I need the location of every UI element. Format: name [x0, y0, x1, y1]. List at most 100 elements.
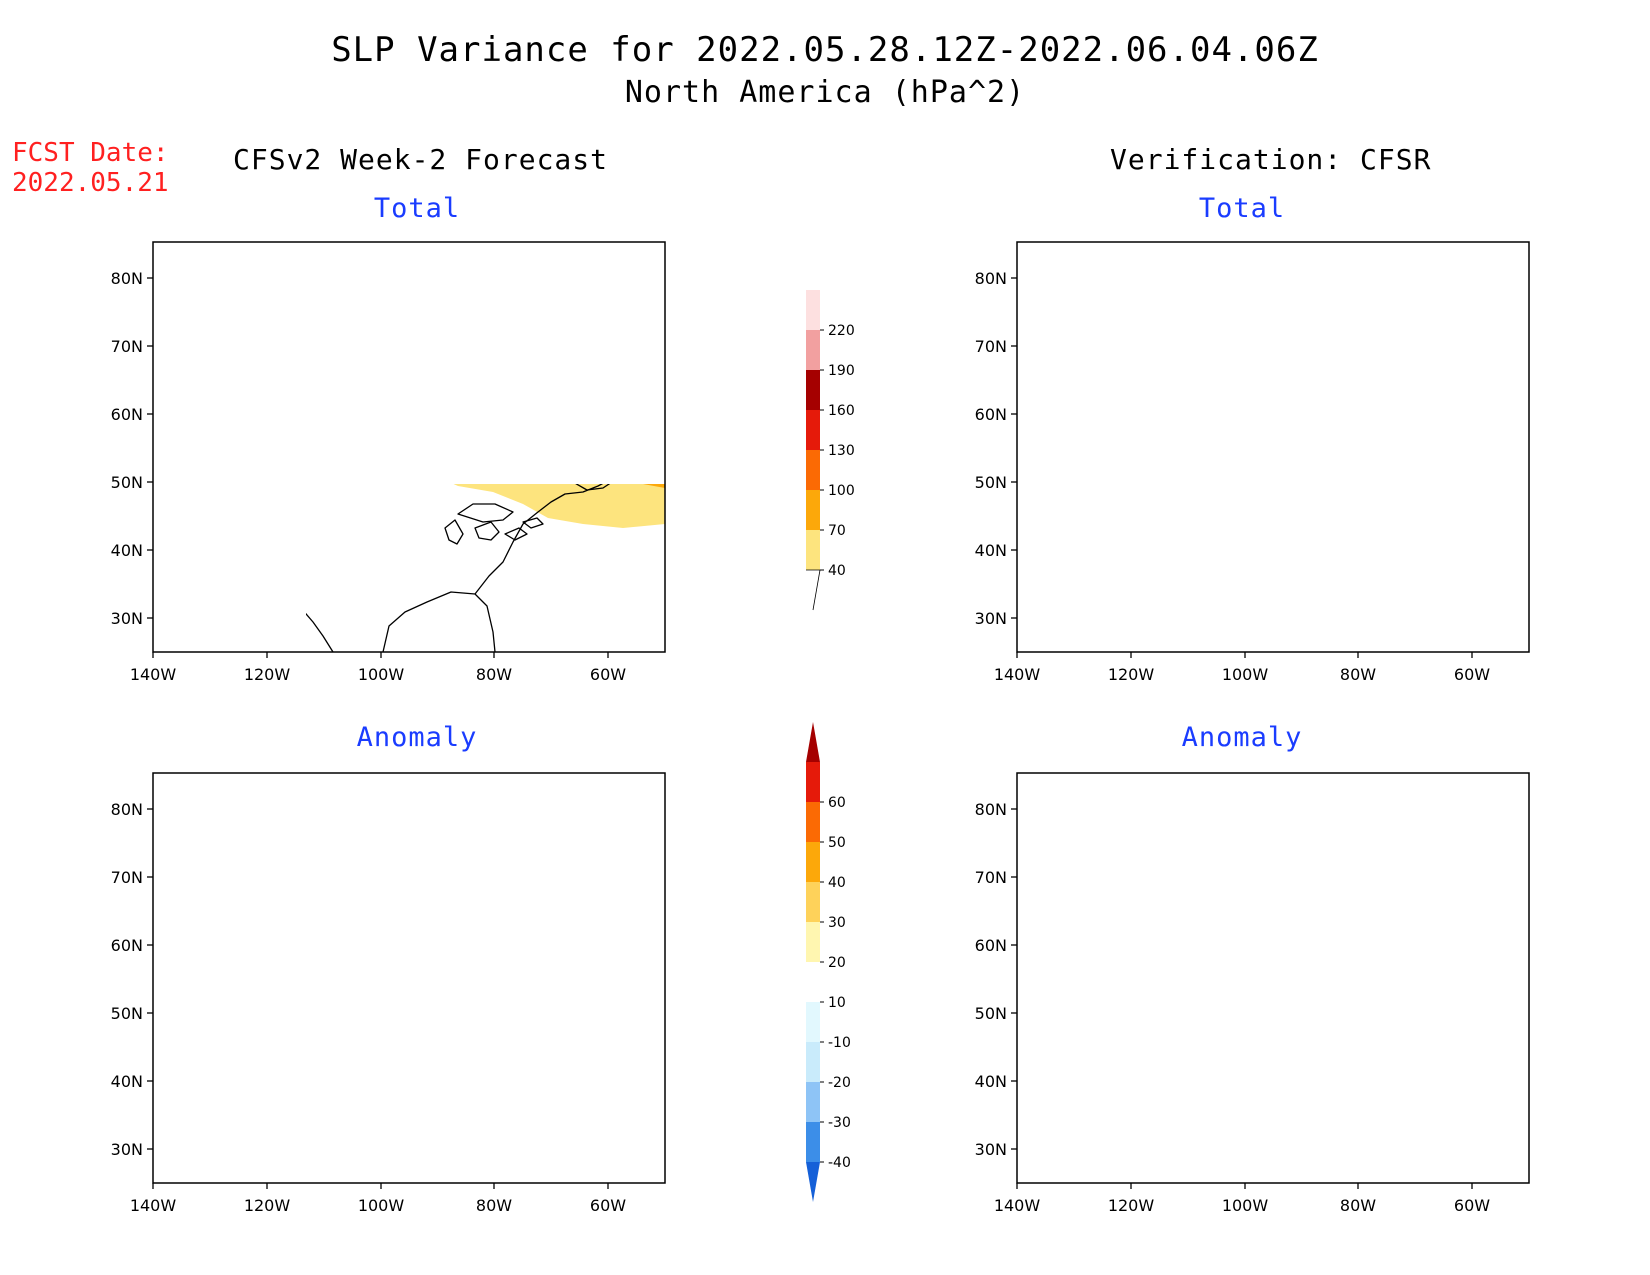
- field-orange-main: [1279, 258, 1529, 380]
- lat-tick-label: 70N: [111, 337, 143, 356]
- lon-tick-label: 140W: [130, 1196, 177, 1215]
- field-orange-hudson: [1301, 891, 1333, 923]
- field-yellow-dot1: [1067, 949, 1089, 963]
- colorbar-label: 40: [828, 563, 846, 579]
- field-yellow-small1: [1073, 414, 1111, 436]
- lat-tick-label: 30N: [975, 609, 1007, 628]
- lat-tick-label: 80N: [111, 800, 143, 819]
- colorbar-label: 190: [828, 363, 855, 379]
- lon-tick-label: 80W: [1340, 665, 1376, 684]
- lat-tick-label: 40N: [975, 1072, 1007, 1091]
- field-orange-small: [1145, 963, 1167, 983]
- colorbar-swatch: [806, 1162, 820, 1202]
- field-yellow-sw: [1045, 1011, 1101, 1065]
- field-darkorange2: [1421, 266, 1529, 308]
- lon-tick-label: 60W: [1454, 1196, 1490, 1215]
- lat-tick-label: 30N: [111, 609, 143, 628]
- lon-tick-label: 60W: [590, 665, 626, 684]
- colorbar-swatch: [806, 1002, 820, 1042]
- lon-tick-label: 140W: [994, 665, 1041, 684]
- lon-tick-label: 80W: [1340, 1196, 1376, 1215]
- colorbar-label: 10: [828, 995, 846, 1011]
- field-orange-hudson: [1299, 390, 1343, 428]
- field-orange-atl: [1509, 1013, 1527, 1035]
- lat-tick-label: 60N: [975, 405, 1007, 424]
- field-yellow-ne-coast: [1481, 454, 1529, 538]
- colorbar-swatch: [806, 962, 820, 1002]
- field-orange-light: [637, 957, 665, 1013]
- colorbar-label: -10: [828, 1035, 851, 1051]
- colorbar-swatch: [806, 762, 820, 802]
- field-orange-east: [643, 484, 665, 488]
- colorbar-swatch: [806, 722, 820, 762]
- field-red-atl: [1515, 1021, 1523, 1031]
- colorbar-swatch: [806, 370, 820, 410]
- field-yellow-east2: [493, 883, 525, 895]
- field-yellow-plains: [1197, 991, 1287, 1119]
- colorbar-label: 60: [828, 795, 846, 811]
- colorbar-swatch: [806, 922, 820, 962]
- lat-tick-label: 50N: [111, 473, 143, 492]
- field-yellow-arctic-ne: [1107, 242, 1529, 582]
- field-blue-mid1: [1327, 987, 1367, 1033]
- colorbar-swatch: [806, 410, 820, 450]
- lat-tick-label: 80N: [111, 269, 143, 288]
- panel-verification-total: [1010, 241, 1530, 659]
- left-column-header: CFSv2 Week-2 Forecast: [233, 143, 609, 176]
- field-blue-mid3: [1447, 997, 1469, 1035]
- colorbar-swatch: [806, 882, 820, 922]
- colorbar-swatch: [806, 1082, 820, 1122]
- panel-title-forecast-total: Total: [373, 193, 461, 224]
- field-blue4: [1397, 921, 1529, 1063]
- colorbar-label: 160: [828, 403, 855, 419]
- field-yellow-east: [428, 899, 665, 1017]
- field-orange-plains: [1217, 468, 1275, 556]
- field-orange-light-small1: [1135, 953, 1173, 987]
- field-lightblue-west: [1017, 961, 1029, 1029]
- lat-tick-label: 70N: [975, 337, 1007, 356]
- colorbar-lower-end: [806, 569, 821, 611]
- lon-tick-label: 120W: [244, 665, 291, 684]
- panel-forecast-total: [146, 241, 666, 659]
- colorbar-swatch: [806, 842, 820, 882]
- lat-tick-label: 70N: [975, 868, 1007, 887]
- lon-tick-label: 140W: [130, 665, 177, 684]
- fcst-date-label: FCST Date:: [12, 138, 169, 168]
- lon-tick-label: 100W: [1222, 665, 1269, 684]
- colorbar-label: 100: [828, 483, 855, 499]
- lon-tick-label: 120W: [1108, 665, 1155, 684]
- field-orange-light-h: [1345, 919, 1369, 939]
- colorbar-swatch: [806, 450, 820, 490]
- lon-tick-label: 60W: [1454, 665, 1490, 684]
- colorbar-label: -20: [828, 1075, 851, 1091]
- field-orange-light-main: [1267, 777, 1529, 941]
- lon-tick-label: 100W: [1222, 1196, 1269, 1215]
- field-yellow-west: [1017, 294, 1117, 344]
- panel-title-forecast-anomaly: Anomaly: [356, 722, 478, 753]
- field-yellow-east: [453, 484, 665, 528]
- field-lightblue2: [1197, 923, 1529, 1079]
- colorbar-label: 20: [828, 955, 846, 971]
- colorbar-swatch: [806, 530, 820, 570]
- chart-subtitle: North America (hPa^2): [624, 75, 1026, 110]
- lat-tick-label: 80N: [975, 800, 1007, 819]
- field-yellow-atlantic: [1503, 1003, 1529, 1059]
- field-blue1: [1217, 939, 1267, 987]
- lat-tick-label: 30N: [111, 1140, 143, 1159]
- panel-forecast-anomaly: [146, 772, 666, 1190]
- colorbar-swatch: [806, 1122, 820, 1162]
- lat-tick-label: 40N: [111, 541, 143, 560]
- lon-tick-label: 140W: [994, 1196, 1041, 1215]
- field-darkorange-plains: [1221, 1047, 1249, 1077]
- lat-tick-label: 80N: [975, 269, 1007, 288]
- field-darkred: [1333, 801, 1529, 871]
- fcst-date-value: 2022.05.21: [12, 168, 169, 198]
- colorbar-label: 220: [828, 323, 855, 339]
- colorbar-total: 40 70 100 130 160 190 220: [806, 290, 855, 611]
- field-darkorange: [1313, 791, 1529, 891]
- field-yellow-west: [153, 474, 161, 504]
- colorbar-swatch: [806, 1042, 820, 1082]
- panel-title-verification-total: Total: [1198, 193, 1286, 224]
- lat-tick-label: 50N: [975, 1004, 1007, 1023]
